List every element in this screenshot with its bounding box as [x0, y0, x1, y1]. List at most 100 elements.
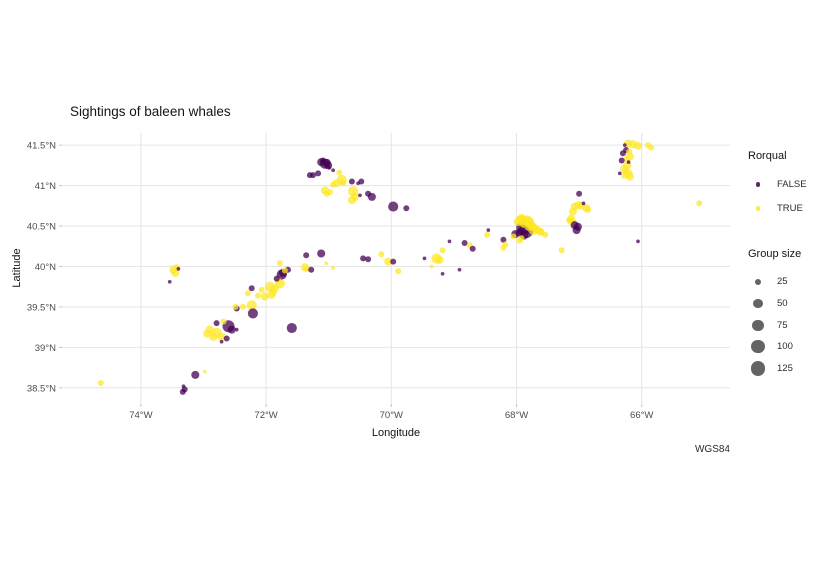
legend-size-label: 50: [777, 298, 788, 310]
data-point-true: [255, 292, 261, 299]
data-point-false: [315, 170, 322, 177]
data-point-true: [566, 217, 573, 224]
data-point-false: [167, 279, 172, 284]
legend-key: [748, 298, 768, 309]
data-point-false: [360, 255, 367, 262]
data-point-true: [696, 200, 703, 207]
data-point-false: [181, 384, 186, 389]
data-point-false: [388, 201, 399, 212]
data-point-false: [327, 165, 332, 170]
data-point-true: [331, 266, 335, 270]
legend-rorqual: Rorqual FALSE TRUE: [748, 150, 807, 220]
y-tick-label: 41.5°N: [27, 141, 56, 152]
data-point-true: [500, 244, 507, 251]
data-point-false: [618, 157, 625, 164]
data-point-false: [500, 236, 507, 243]
legend-size-items: 25 50 75 100 125: [748, 271, 801, 379]
data-point-false: [365, 190, 372, 197]
data-point-true: [276, 260, 283, 267]
group-size-dot: [754, 278, 762, 286]
data-point-true: [439, 247, 446, 254]
data-point-true: [626, 148, 633, 155]
data-point-true: [510, 233, 517, 240]
data-point-true: [542, 231, 549, 238]
y-tick-label: 39.5°N: [27, 302, 56, 313]
data-point-true: [239, 303, 246, 310]
legend-size-label: 125: [777, 363, 793, 375]
x-tick-label: 74°W: [129, 410, 152, 421]
x-tick-label: 72°W: [254, 410, 277, 421]
data-point-true: [232, 303, 239, 310]
data-point-true: [621, 172, 628, 179]
data-point-true: [384, 257, 393, 266]
legend-size-item-75: 75: [748, 314, 801, 336]
data-point-false: [576, 190, 583, 197]
data-point-false: [273, 275, 280, 282]
data-point-true: [324, 261, 329, 266]
rorqual-false-dot: [755, 182, 761, 188]
legend-size-item-50: 50: [748, 293, 801, 315]
data-point-false: [461, 240, 468, 246]
group-size-dot: [752, 319, 764, 331]
legend-size-item-25: 25: [748, 271, 801, 293]
y-tick-label: 39°N: [35, 343, 56, 354]
data-point-false: [191, 370, 200, 379]
data-point-true: [202, 369, 207, 374]
data-point-true: [203, 329, 212, 338]
y-axis-title: Latitude: [11, 248, 23, 288]
legend-size-label: 75: [777, 319, 788, 331]
data-point-false: [581, 201, 586, 206]
data-point-false: [617, 171, 622, 176]
data-point-true: [584, 206, 591, 213]
y-tick-label: 41°N: [35, 181, 56, 192]
legend-size-item-100: 100: [748, 336, 801, 358]
data-point-false: [179, 388, 186, 395]
legend-key: [748, 340, 768, 354]
data-point-false: [348, 178, 355, 185]
data-point-true: [260, 292, 269, 301]
legend-key: [748, 205, 768, 211]
caption-wgs84: WGS84: [694, 444, 730, 455]
data-point-false: [308, 266, 315, 273]
data-point-false: [317, 249, 326, 258]
data-point-true: [625, 172, 634, 181]
data-point-true: [340, 180, 347, 187]
data-point-true: [258, 286, 265, 293]
data-point-false: [619, 150, 626, 157]
data-point-true: [217, 332, 226, 341]
data-point-true: [244, 290, 251, 297]
legend-rorqual-title: Rorqual: [748, 150, 787, 162]
x-tick-label: 66°W: [630, 410, 653, 421]
data-point-false: [303, 252, 310, 259]
data-point-false: [422, 256, 427, 261]
data-point-false: [219, 339, 224, 344]
data-point-true: [97, 380, 104, 386]
data-point-true: [220, 318, 227, 325]
data-point-true: [435, 255, 444, 265]
legend-rorqual-items: FALSE TRUE: [748, 173, 807, 220]
data-point-true: [336, 169, 343, 176]
data-point-true: [524, 222, 533, 231]
data-point-false: [622, 143, 627, 147]
legend-item-label: TRUE: [777, 202, 803, 214]
data-point-false: [223, 335, 230, 342]
data-point-false: [457, 267, 462, 272]
legend-key: [748, 319, 768, 331]
data-point-false: [440, 271, 445, 276]
legend-key: [748, 361, 768, 376]
legend-key: [748, 182, 768, 188]
data-point-false: [331, 168, 335, 173]
legend-key: [748, 278, 768, 286]
data-point-false: [486, 228, 491, 232]
data-point-true: [171, 268, 180, 277]
legend-item-label: FALSE: [777, 179, 807, 191]
rorqual-true-dot: [755, 205, 761, 211]
x-tick-label: 68°W: [505, 410, 528, 421]
data-point-true: [516, 237, 523, 244]
data-point-true: [378, 251, 385, 258]
group-size-dot: [751, 340, 765, 354]
data-point-true: [429, 264, 434, 269]
data-point-true: [303, 265, 310, 272]
data-point-false: [403, 205, 410, 212]
